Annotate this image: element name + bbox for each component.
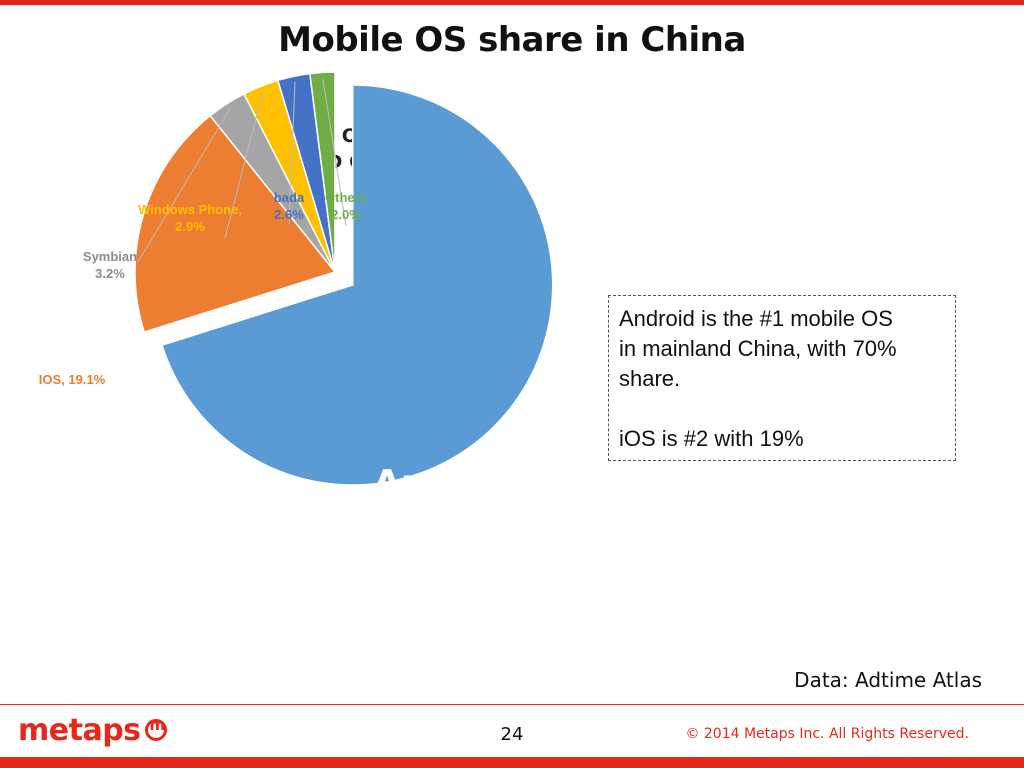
slice-label-bada: 2.6%	[274, 207, 304, 222]
callout-line: in mainland China, with 70%	[619, 336, 897, 361]
data-source: Data: Adtime Atlas	[794, 668, 982, 692]
callout-line: share.	[619, 366, 681, 391]
leader-line-others	[322, 78, 347, 227]
slice-label-bada: bada	[274, 190, 305, 205]
slice-label-android: 70%	[410, 511, 496, 552]
metaps-logo: metaps	[18, 712, 167, 748]
slice-label-android: Android	[373, 463, 533, 504]
copyright-notice: © 2014 Metaps Inc. All Rights Reserved.	[685, 726, 969, 742]
top-accent-bar	[0, 0, 1024, 5]
pie-slice-android	[161, 84, 554, 486]
slice-label-symbian: Symbian	[83, 249, 137, 264]
pie-slice-ios	[134, 114, 337, 334]
slice-label-windows-phone: Windows Phone,	[138, 202, 242, 217]
footer-divider	[0, 704, 1024, 705]
logo-mark-icon	[144, 716, 167, 741]
leader-line-bada	[288, 82, 296, 225]
slice-label-windows-phone: 2.9%	[175, 219, 205, 234]
slide-title: Mobile OS share in China	[278, 20, 746, 60]
bottom-accent-bar	[0, 757, 1024, 768]
page-number: 24	[500, 724, 524, 745]
callout-line: Android is the #1 mobile OS	[619, 306, 893, 331]
leader-line-windows-phone	[224, 91, 264, 239]
callout-box: Android is the #1 mobile OS in mainland …	[608, 295, 956, 461]
slice-label-others: Others	[325, 190, 367, 205]
pie-slice-others	[309, 71, 336, 273]
leader-line-symbian	[137, 108, 231, 263]
slice-label-others: 2.0%	[331, 207, 361, 222]
slice-label-symbian: 3.2%	[95, 266, 125, 281]
callout-line: iOS is #2 with 19%	[619, 426, 804, 451]
logo-text: metaps	[18, 712, 141, 748]
slice-label-ios: IOS, 19.1%	[39, 372, 106, 387]
